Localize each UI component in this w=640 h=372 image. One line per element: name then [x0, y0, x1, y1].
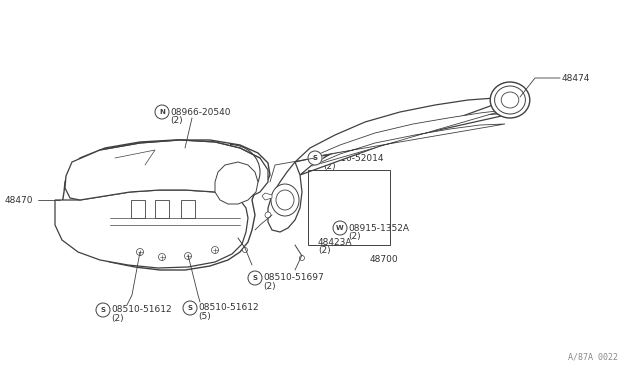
- Polygon shape: [181, 200, 195, 218]
- Circle shape: [333, 221, 347, 235]
- Circle shape: [183, 301, 197, 315]
- Polygon shape: [215, 162, 258, 204]
- Circle shape: [243, 247, 248, 253]
- Polygon shape: [131, 200, 145, 218]
- Circle shape: [248, 271, 262, 285]
- Polygon shape: [60, 140, 270, 270]
- Ellipse shape: [271, 184, 299, 216]
- Text: N: N: [159, 109, 165, 115]
- Polygon shape: [55, 190, 248, 268]
- Ellipse shape: [276, 190, 294, 210]
- Text: 08915-1352A: 08915-1352A: [348, 224, 409, 232]
- Ellipse shape: [501, 92, 519, 108]
- Text: S: S: [100, 307, 106, 313]
- Text: 08310-52014: 08310-52014: [323, 154, 383, 163]
- Circle shape: [159, 253, 166, 260]
- Text: 08966-20540: 08966-20540: [170, 108, 230, 116]
- Text: 08510-51697: 08510-51697: [263, 273, 324, 282]
- Text: 48700: 48700: [370, 256, 399, 264]
- Circle shape: [96, 303, 110, 317]
- Polygon shape: [312, 110, 505, 166]
- Text: 08510-51612: 08510-51612: [111, 305, 172, 314]
- Circle shape: [308, 151, 322, 165]
- Circle shape: [211, 247, 218, 253]
- Text: 48423A: 48423A: [318, 237, 353, 247]
- Circle shape: [136, 248, 143, 256]
- Polygon shape: [155, 200, 169, 218]
- Text: (2): (2): [263, 282, 276, 291]
- Circle shape: [184, 253, 191, 260]
- Polygon shape: [268, 162, 302, 232]
- Polygon shape: [295, 97, 515, 175]
- Text: (2): (2): [318, 246, 331, 254]
- Ellipse shape: [495, 86, 525, 114]
- Ellipse shape: [490, 82, 530, 118]
- Text: (2): (2): [348, 231, 360, 241]
- Polygon shape: [262, 193, 272, 200]
- Circle shape: [300, 256, 305, 260]
- Text: S: S: [253, 275, 257, 281]
- Circle shape: [155, 105, 169, 119]
- Text: (2): (2): [170, 115, 182, 125]
- Text: (2): (2): [111, 314, 124, 323]
- Text: 08510-51612: 08510-51612: [198, 304, 259, 312]
- Text: (5): (5): [198, 311, 211, 321]
- Text: 48474: 48474: [562, 74, 590, 83]
- Text: S: S: [312, 155, 317, 161]
- Circle shape: [265, 212, 271, 218]
- Polygon shape: [65, 140, 268, 200]
- Text: 48470: 48470: [5, 196, 33, 205]
- Bar: [308, 170, 390, 245]
- Text: A/87A 0022: A/87A 0022: [568, 353, 618, 362]
- Text: (2): (2): [323, 161, 335, 170]
- Text: S: S: [188, 305, 193, 311]
- Text: W: W: [336, 225, 344, 231]
